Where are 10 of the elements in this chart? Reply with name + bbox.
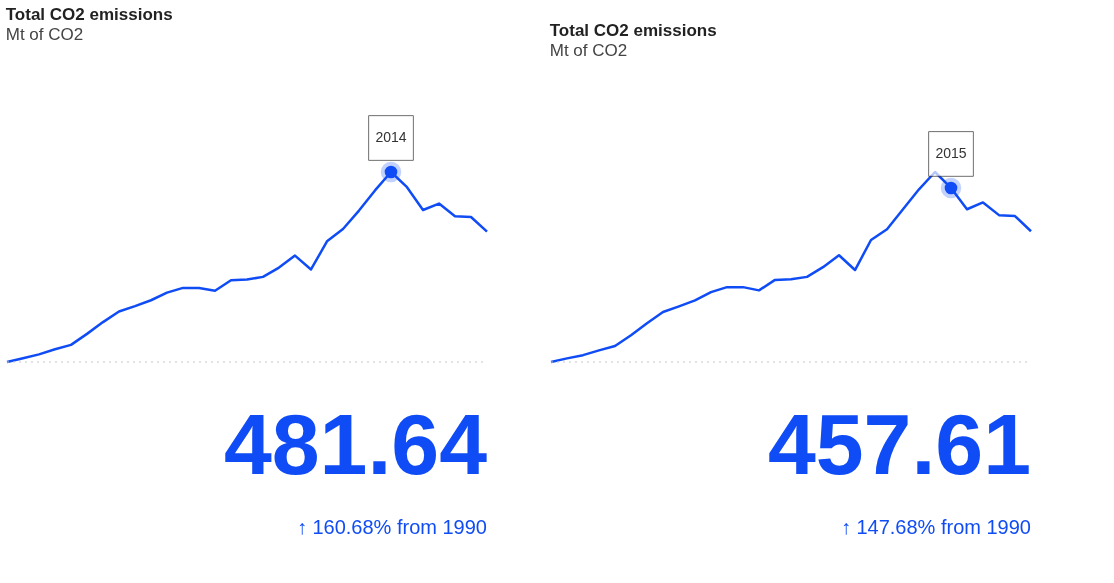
annotation: 2015	[935, 144, 967, 161]
chart-title: Total CO2 emissions	[549, 20, 717, 40]
chart-subtitle: Mt of CO2	[5, 24, 84, 44]
annotation: 2014	[375, 129, 407, 145]
text: ↑ 147.68% from 1990	[840, 516, 1031, 538]
chart-title: Total CO2 emissions	[5, 4, 173, 24]
text: 481.64	[223, 396, 488, 492]
text: 457.61	[767, 396, 1031, 492]
chart-subtitle: Mt of CO2	[549, 40, 628, 60]
text: ↑ 160.68% from 1990	[296, 516, 487, 538]
